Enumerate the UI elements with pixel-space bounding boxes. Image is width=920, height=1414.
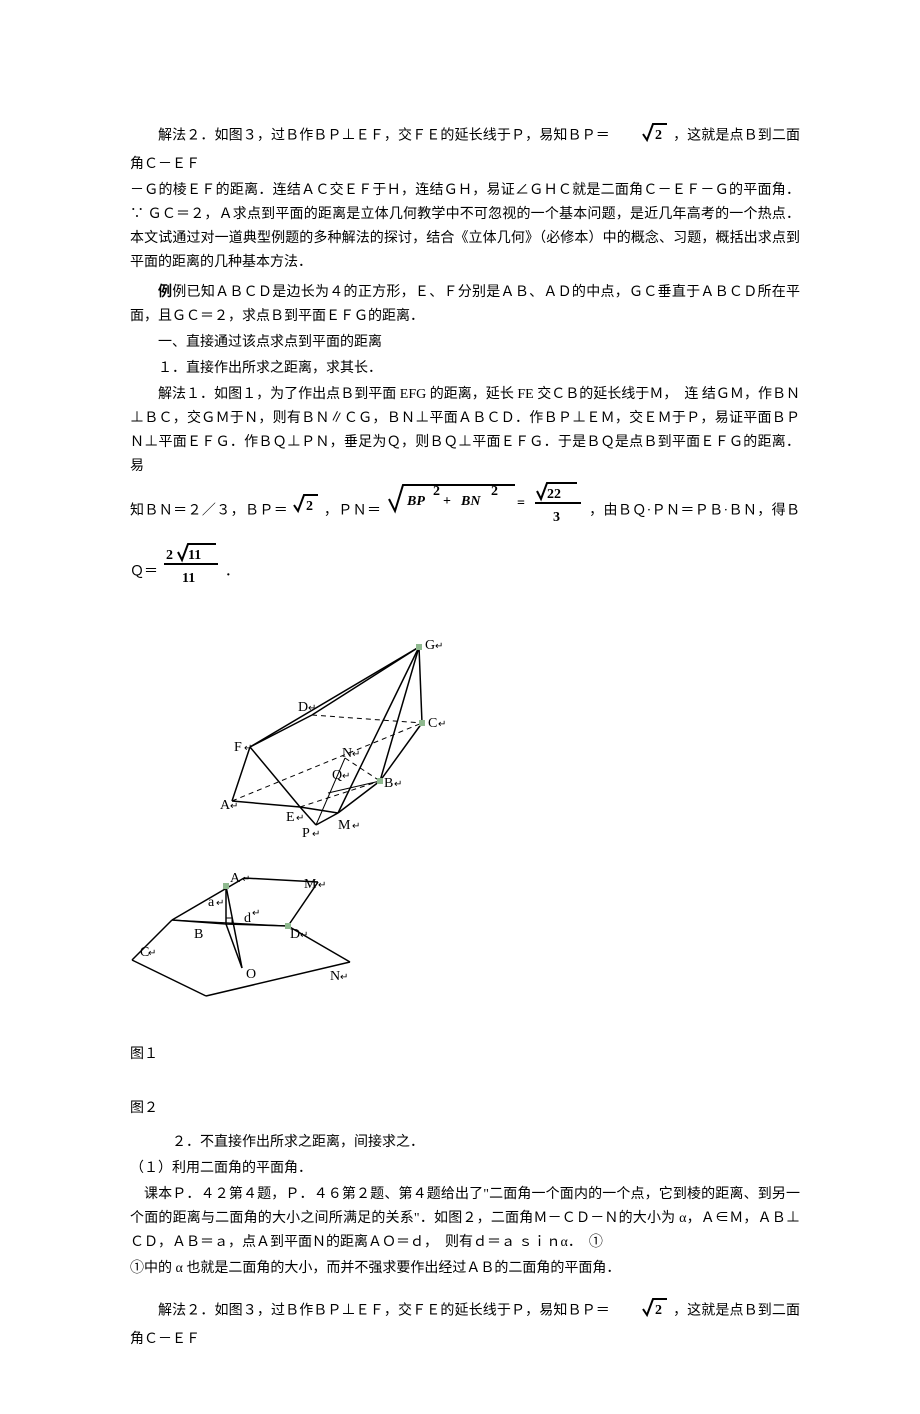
svg-text:F: F: [234, 740, 242, 755]
svg-text:↵: ↵: [216, 898, 224, 909]
svg-text:N: N: [342, 746, 352, 761]
svg-text:22: 22: [547, 487, 561, 502]
svg-text:↵: ↵: [312, 829, 320, 840]
paragraph-7: 知ＢＮ＝２／３，ＢＰ＝ 2 ，ＰＮ＝ BP 2 + BN 2 = 22: [130, 481, 800, 603]
svg-text:↵: ↵: [148, 948, 156, 959]
svg-text:↵: ↵: [342, 771, 350, 782]
paragraph-3: 例例已知ＡＢＣＤ是边长为４的正方形，Ｅ、Ｆ分别是ＡＢ、ＡＤ的中点，ＧＣ垂直于ＡＢ…: [130, 281, 800, 329]
svg-text:2: 2: [166, 548, 173, 563]
svg-text:2: 2: [655, 1303, 662, 1318]
paragraph-12: 解法２．如图３，过Ｂ作ＢＰ⊥ＥＦ，交ＦＥ的延长线于Ｐ，易知ＢＰ＝ 2 ，这就是点…: [130, 1295, 800, 1352]
svg-text:2: 2: [306, 499, 313, 514]
figure-1-caption: 图１: [130, 1043, 800, 1067]
svg-text:D: D: [298, 700, 308, 715]
svg-text:BP: BP: [406, 494, 425, 509]
svg-text:O: O: [246, 967, 256, 982]
svg-text:↵: ↵: [308, 703, 316, 714]
svg-text:↵: ↵: [352, 821, 360, 832]
svg-text:11: 11: [188, 548, 201, 563]
svg-text:B: B: [384, 776, 393, 791]
figure-1: G↵ D↵ C↵ F↵ N↵ Q↵ B↵ A↵ E↵ P↵ M↵: [220, 633, 800, 848]
svg-text:a: a: [208, 895, 215, 910]
figure-2-caption: 图２: [130, 1097, 800, 1121]
svg-text:B: B: [194, 927, 203, 942]
svg-text:P: P: [302, 826, 310, 841]
svg-text:↵: ↵: [300, 930, 308, 941]
svg-text:↵: ↵: [435, 641, 443, 652]
svg-text:D: D: [290, 927, 300, 942]
svg-text:3: 3: [553, 510, 560, 525]
svg-text:↵: ↵: [242, 874, 250, 885]
svg-text:A: A: [230, 871, 241, 886]
svg-text:G: G: [425, 638, 435, 653]
p7-b: ，ＰＮ＝: [324, 504, 382, 519]
paragraph-10: 课本Ｐ．４２第４题，Ｐ．４６第２题、第４题给出了"二面角一个面内的一个点，它到棱…: [130, 1183, 800, 1255]
svg-text:↵: ↵: [352, 749, 360, 760]
paragraph-1-line1: 解法２．如图３，过Ｂ作ＢＰ⊥ＥＦ，交ＦＥ的延长线于Ｐ，易知ＢＰ＝ 2 ，这就是点…: [130, 120, 800, 177]
svg-text:BN: BN: [460, 494, 481, 509]
example-label: 例: [158, 285, 172, 300]
paragraph-5: １．直接作出所求之距离，求其长．: [130, 357, 800, 381]
svg-text:11: 11: [182, 571, 195, 586]
svg-text:d: d: [244, 911, 251, 926]
paragraph-11: ①中的 α 也就是二面角的大小，而并不强求要作出经过ＡＢ的二面角的平面角．: [130, 1257, 800, 1281]
inline-formula-pn: BP 2 + BN 2 = 22 3: [385, 481, 585, 542]
svg-text:↵: ↵: [318, 880, 326, 891]
svg-text:Q: Q: [332, 768, 342, 783]
p3-text: 例已知ＡＢＣＤ是边长为４的正方形，Ｅ、Ｆ分别是ＡＢ、ＡＤ的中点，ＧＣ垂直于ＡＢＣ…: [130, 285, 800, 324]
p1-pre-text: 解法２．如图３，过Ｂ作ＢＰ⊥ＥＦ，交ＦＥ的延长线于Ｐ，易知ＢＰ＝: [158, 129, 610, 144]
paragraph-8: ２．不直接作出所求之距离，间接求之．: [130, 1131, 800, 1155]
inline-formula-sqrt2-b: 2: [292, 491, 320, 532]
figure-2: A↵ M↵ a↵ d↵ C↵ B D↵ O N↵: [130, 868, 800, 1013]
svg-text:↵: ↵: [244, 743, 252, 754]
paragraph-6: 解法１．如图１，为了作出点Ｂ到平面 EFG 的距离，延长 FE 交ＣＢ的延长线于…: [130, 383, 800, 479]
svg-text:E: E: [286, 810, 295, 825]
svg-text:=: =: [517, 496, 525, 511]
svg-text:M: M: [338, 818, 351, 833]
svg-text:↵: ↵: [296, 813, 304, 824]
svg-text:↵: ↵: [252, 908, 260, 919]
svg-text:N: N: [330, 969, 340, 984]
p12-pre: 解法２．如图３，过Ｂ作ＢＰ⊥ＥＦ，交ＦＥ的延长线于Ｐ，易知ＢＰ＝: [158, 1304, 610, 1319]
document-page: 解法２．如图３，过Ｂ作ＢＰ⊥ＥＦ，交ＦＥ的延长线于Ｐ，易知ＢＰ＝ 2 ，这就是点…: [0, 0, 920, 1414]
svg-text:M: M: [304, 877, 317, 892]
svg-text:2: 2: [491, 484, 498, 499]
svg-text:↵: ↵: [340, 972, 348, 983]
svg-text:+: +: [443, 494, 451, 509]
p7-d: ．: [225, 565, 239, 580]
inline-formula-sqrt2-c: 2: [613, 1295, 669, 1328]
inline-formula-sqrt2-a: 2: [613, 120, 669, 153]
p7-a: 知ＢＮ＝２／３，ＢＰ＝: [130, 504, 288, 519]
paragraph-9: （１）利用二面角的平面角．: [130, 1157, 800, 1181]
svg-text:2: 2: [655, 128, 662, 143]
svg-text:↵: ↵: [438, 719, 446, 730]
paragraph-2: －Ｇ的棱ＥＦ的距离．连结ＡＣ交ＥＦ于Ｈ，连结ＧＨ，易证∠ＧＨＣ就是二面角Ｃ－ＥＦ…: [130, 179, 800, 275]
svg-text:↵: ↵: [230, 801, 238, 812]
inline-formula-bq: 2 11 11: [162, 542, 222, 603]
svg-text:C: C: [428, 716, 437, 731]
svg-text:↵: ↵: [394, 779, 402, 790]
paragraph-4: 一、直接通过该点求点到平面的距离: [130, 331, 800, 355]
svg-text:2: 2: [433, 484, 440, 499]
